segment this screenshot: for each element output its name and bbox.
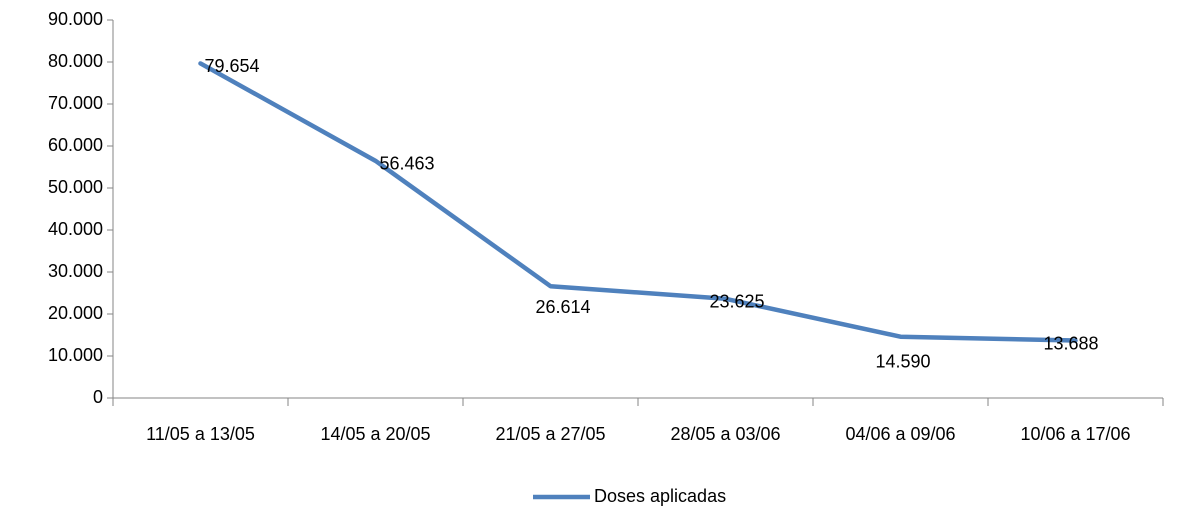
series-line	[198, 61, 1078, 343]
x-tick-label: 21/05 a 27/05	[495, 424, 605, 444]
y-tick-label: 90.000	[48, 9, 103, 29]
y-tick-label: 40.000	[48, 219, 103, 239]
data-label: 26.614	[535, 297, 590, 317]
x-tick-label: 28/05 a 03/06	[670, 424, 780, 444]
y-tick-label: 50.000	[48, 177, 103, 197]
x-tick-label: 10/06 a 17/06	[1020, 424, 1130, 444]
y-tick-label: 60.000	[48, 135, 103, 155]
x-tick-label: 14/05 a 20/05	[320, 424, 430, 444]
y-tick-label: 10.000	[48, 345, 103, 365]
y-tick-label: 70.000	[48, 93, 103, 113]
legend-label: Doses aplicadas	[594, 486, 726, 506]
y-tick-label: 80.000	[48, 51, 103, 71]
data-label: 23.625	[710, 292, 765, 312]
x-tick-label: 04/06 a 09/06	[845, 424, 955, 444]
data-label: 56.463	[380, 154, 435, 174]
data-label: 13.688	[1044, 333, 1099, 353]
y-tick-label: 0	[93, 387, 103, 407]
x-tick-label: 11/05 a 13/05	[146, 424, 255, 444]
data-label: 14.590	[875, 351, 930, 371]
y-tick-label: 30.000	[48, 261, 103, 281]
data-label: 79.654	[205, 56, 260, 76]
y-tick-label: 20.000	[48, 303, 103, 323]
